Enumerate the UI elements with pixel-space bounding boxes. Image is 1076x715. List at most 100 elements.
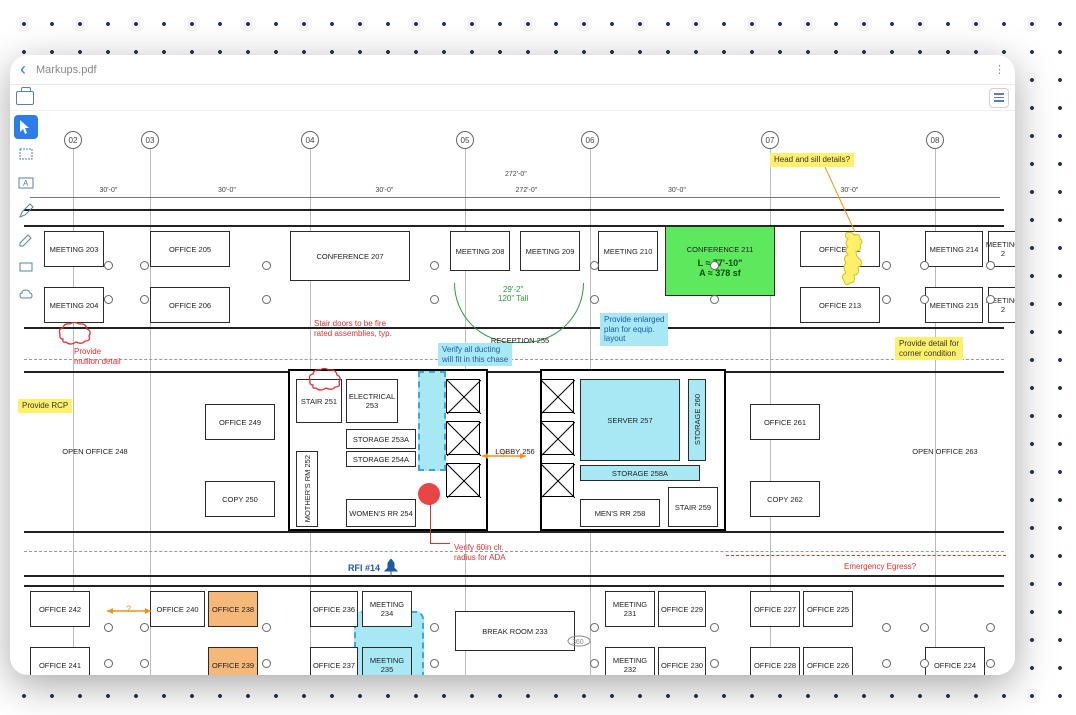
room: MOTHER'S RM 252 xyxy=(296,451,318,527)
room-label: OFFICE 229 xyxy=(661,605,703,614)
tool-pen[interactable] xyxy=(14,199,38,223)
door-tag xyxy=(262,659,271,668)
room: OFFICE 237 xyxy=(310,647,358,675)
grid-bubble: 04 xyxy=(301,131,319,149)
room: MEETING 234 xyxy=(362,591,412,627)
markup-green-dims[interactable]: 29'-2" 120" Tall xyxy=(498,285,528,303)
tool-text-box[interactable]: A xyxy=(14,171,38,195)
door-tag xyxy=(986,261,995,270)
panel-menu-icon[interactable] xyxy=(989,88,1009,108)
room: OFFICE 236 xyxy=(310,591,358,627)
back-button[interactable]: ‹ xyxy=(20,59,26,80)
room: OFFICE 205 xyxy=(150,231,230,267)
room: MEETING 231 xyxy=(605,591,655,627)
room: MEETING 2 xyxy=(988,287,1015,323)
room: OFFICE 239 xyxy=(208,647,258,675)
tool-select-lasso[interactable] xyxy=(14,143,38,167)
markup-red-cloud[interactable] xyxy=(58,321,92,345)
door-tag xyxy=(262,261,271,270)
markup-orange-leader[interactable]: ? xyxy=(105,606,153,616)
grid-bubble: 03 xyxy=(141,131,159,149)
room-label: SERVER 257 xyxy=(607,416,652,425)
tool-shape[interactable] xyxy=(14,255,38,279)
door-tag xyxy=(140,659,149,668)
door-tag xyxy=(262,295,271,304)
room-label: STORAGE 254A xyxy=(353,455,409,464)
svg-text:A: A xyxy=(23,179,29,188)
wall-line xyxy=(24,531,1004,533)
markup-red-dot[interactable] xyxy=(418,483,440,505)
markup-blue-callout[interactable]: Verify all ducting will fit in this chas… xyxy=(438,343,512,366)
markup-yellow-callout[interactable]: Provide RCP xyxy=(18,399,72,413)
markup-yellow-cloud[interactable] xyxy=(842,231,878,291)
elevator xyxy=(540,379,574,413)
room-label: MEETING 209 xyxy=(526,247,575,256)
door-tag xyxy=(710,623,719,632)
dimension-text-overall: 272'-0" xyxy=(505,171,527,178)
room-label: COPY 250 xyxy=(222,495,258,504)
room: OFFICE 225 xyxy=(803,591,853,627)
tool-cloud[interactable] xyxy=(14,283,38,307)
room: MEETING 209 xyxy=(520,231,580,271)
door-tag xyxy=(590,261,599,270)
tool-cursor[interactable] xyxy=(14,115,38,139)
room-label: OFFICE 228 xyxy=(754,661,796,670)
room: STORAGE 258A xyxy=(580,465,700,481)
rfi-pin[interactable]: RFI #14 xyxy=(348,559,398,577)
tool-highlighter[interactable] xyxy=(14,227,38,251)
markup-red-text[interactable]: Stair doors to be fire rated assemblies,… xyxy=(310,317,396,340)
room: OFFICE 229 xyxy=(658,591,706,627)
wall-line xyxy=(24,575,1004,577)
room-label: OFFICE 241 xyxy=(39,661,81,670)
titlebar: ‹ Markups.pdf ⋮ xyxy=(10,55,1015,85)
room-label: ELECTRICAL 253 xyxy=(347,392,397,410)
dimension-text: 30'-0" xyxy=(668,187,686,194)
room-label: OPEN OFFICE 248 xyxy=(62,447,127,456)
room-label: MEETING 210 xyxy=(604,247,653,256)
room-label: OFFICE 205 xyxy=(169,245,211,254)
room-label: CONFERENCE 207 xyxy=(316,252,383,261)
markup-orange-leader[interactable]: ? xyxy=(480,451,528,461)
toolbox-icon[interactable] xyxy=(16,91,34,105)
room-label: OFFICE 261 xyxy=(764,418,806,427)
room-label: OFFICE 242 xyxy=(39,605,81,614)
room-dims: L ≈ 77'-10" A ≈ 378 sf xyxy=(698,258,743,278)
room: MEETING 214 xyxy=(925,231,983,267)
room: BREAK ROOM 233 xyxy=(455,611,575,651)
markup-red-text[interactable]: Provide mullion detail xyxy=(70,345,125,368)
room: MEETING 203 xyxy=(44,231,104,267)
door-tag xyxy=(140,295,149,304)
door-tag xyxy=(920,261,929,270)
room-label: OFFICE 249 xyxy=(219,418,261,427)
room-label: OFFICE 226 xyxy=(807,661,849,670)
room-label: MEETING 232 xyxy=(606,656,654,674)
room-label: MEETING 231 xyxy=(606,600,654,618)
room-label: MEETING 208 xyxy=(456,247,505,256)
door-tag xyxy=(710,295,719,304)
room-label: MEETING 215 xyxy=(930,301,979,310)
room: WOMEN'S RR 254 xyxy=(346,499,416,527)
markup-blue-callout[interactable]: Provide enlarged plan for equip. layout xyxy=(600,313,668,346)
room: OPEN OFFICE 248 xyxy=(30,436,160,466)
door-tag xyxy=(986,295,995,304)
drawing-canvas[interactable]: 0203040506070830'-0"30'-0"30'-0"272'-0"3… xyxy=(10,111,1015,675)
markup-red-text[interactable]: Verify 60in clr. radius for ADA xyxy=(450,541,510,564)
door-tag xyxy=(104,295,113,304)
top-toolbar xyxy=(10,85,1015,111)
more-menu-icon[interactable]: ⋮ xyxy=(994,63,1005,76)
panorama-360-icon[interactable]: 360 xyxy=(566,633,592,649)
room: OFFICE 249 xyxy=(205,404,275,440)
markup-yellow-callout[interactable]: Head and sill details? xyxy=(770,153,854,167)
dimension-text: 30'-0" xyxy=(218,187,236,194)
room: COPY 262 xyxy=(750,481,820,517)
grid-bubble: 08 xyxy=(926,131,944,149)
room-label: MEETING 2 xyxy=(986,240,1015,258)
markup-red-text[interactable]: Emergency Egress? xyxy=(840,560,920,574)
room-label: STAIR 251 xyxy=(301,397,337,406)
room: CONFERENCE 211L ≈ 77'-10" A ≈ 378 sf xyxy=(665,226,775,296)
door-tag xyxy=(140,261,149,270)
room-label: COPY 262 xyxy=(767,495,803,504)
markup-yellow-callout[interactable]: Provide detail for corner condition xyxy=(895,337,963,360)
room: OFFICE 230 xyxy=(658,647,706,675)
markup-red-cloud[interactable] xyxy=(308,367,342,391)
